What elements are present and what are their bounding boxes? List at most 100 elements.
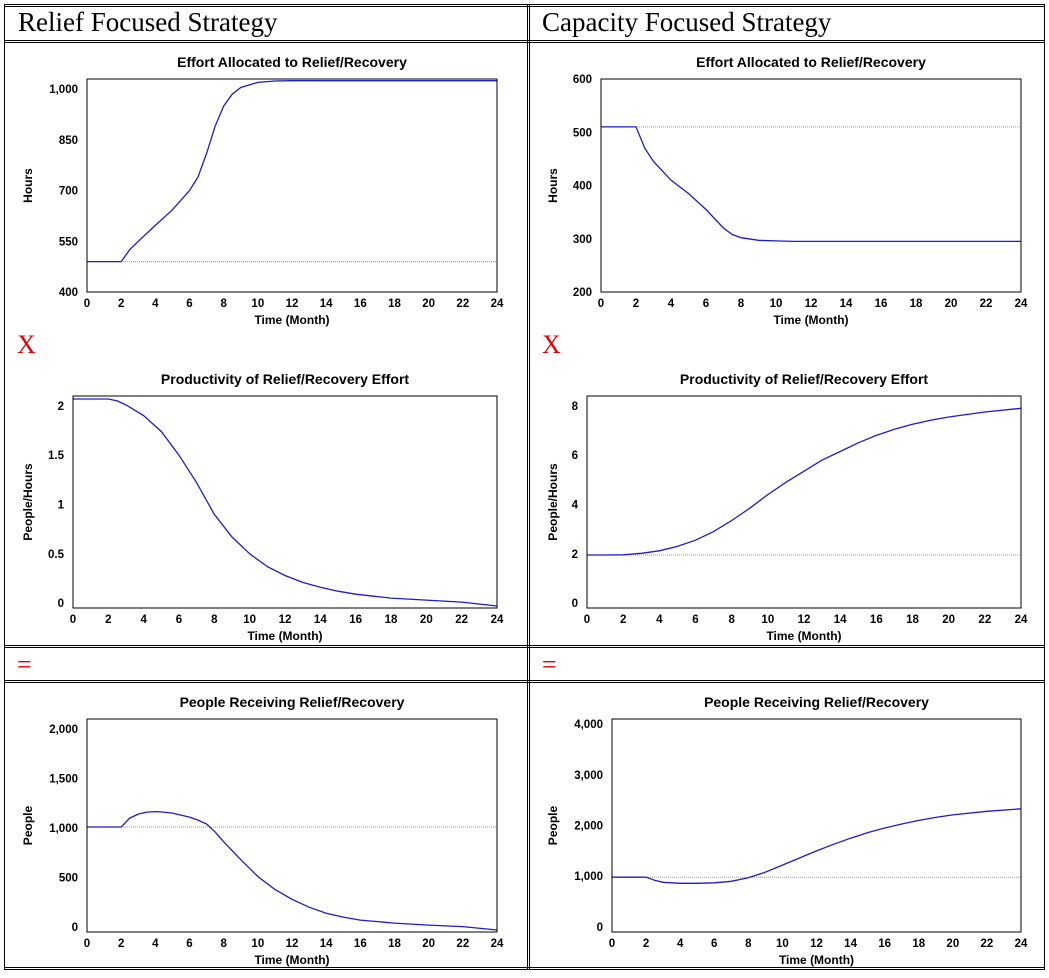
multiply-operator-left: X xyxy=(17,330,36,359)
x-tick-label: 12 xyxy=(279,614,292,626)
x-tick-label: 22 xyxy=(978,614,991,626)
x-tick-label: 16 xyxy=(878,938,891,950)
x-tick-label: 22 xyxy=(456,298,469,310)
x-tick-label: 8 xyxy=(220,938,227,950)
row-divider-3 xyxy=(4,680,1044,681)
y-tick-label: 400 xyxy=(573,181,592,193)
x-tick-label: 4 xyxy=(656,614,663,626)
x-tick-label: 2 xyxy=(620,614,626,626)
x-tick-label: 18 xyxy=(912,938,925,950)
y-tick-label: 1.5 xyxy=(48,450,65,462)
x-tick-label: 22 xyxy=(455,614,468,626)
header-divider-1 xyxy=(4,40,1044,41)
x-tick-label: 14 xyxy=(314,614,327,626)
x-tick-label: 8 xyxy=(745,938,752,950)
y-axis-label: Hours xyxy=(21,168,35,203)
x-tick-label: 24 xyxy=(1015,938,1028,950)
x-axis-label: Time (Month) xyxy=(779,953,854,967)
y-tick-label: 1,000 xyxy=(49,823,78,835)
x-tick-label: 8 xyxy=(728,614,735,626)
x-tick-label: 12 xyxy=(805,298,818,310)
x-tick-label: 20 xyxy=(422,298,435,310)
x-tick-label: 6 xyxy=(186,938,192,950)
x-tick-label: 6 xyxy=(692,614,698,626)
y-tick-label: 1,000 xyxy=(49,84,78,96)
chart-title: Productivity of Relief/Recovery Effort xyxy=(161,371,410,387)
equals-operator-left: = xyxy=(17,650,32,679)
y-tick-label: 600 xyxy=(573,74,592,86)
y-tick-label: 1,500 xyxy=(49,773,78,785)
series-line xyxy=(73,398,498,607)
plot-frame xyxy=(611,718,1022,933)
x-tick-label: 2 xyxy=(118,298,124,310)
x-axis-label: Time (Month) xyxy=(247,629,322,643)
x-tick-label: 20 xyxy=(946,938,959,950)
row-divider-1 xyxy=(4,645,1044,646)
x-tick-label: 2 xyxy=(118,938,124,950)
table-border-top-1 xyxy=(4,4,1044,5)
y-tick-label: 0 xyxy=(572,598,578,610)
x-tick-label: 16 xyxy=(875,298,888,310)
y-tick-label: 2,000 xyxy=(49,724,78,736)
x-tick-label: 2 xyxy=(633,298,639,310)
x-tick-label: 0 xyxy=(584,614,590,626)
y-tick-label: 1 xyxy=(58,499,65,511)
x-tick-label: 22 xyxy=(456,938,469,950)
y-axis-label: People xyxy=(546,806,560,846)
x-tick-label: 18 xyxy=(388,938,401,950)
x-tick-label: 16 xyxy=(354,938,367,950)
x-tick-label: 10 xyxy=(776,938,789,950)
series-line xyxy=(587,407,1022,556)
x-tick-label: 12 xyxy=(810,938,823,950)
y-tick-label: 2,000 xyxy=(574,821,603,833)
plot-frame xyxy=(72,395,498,609)
y-axis-label: People xyxy=(21,806,35,846)
x-tick-label: 16 xyxy=(349,614,362,626)
series-line xyxy=(601,126,1021,243)
x-tick-label: 18 xyxy=(385,614,398,626)
chart-title: Productivity of Relief/Recovery Effort xyxy=(680,371,929,387)
x-tick-label: 4 xyxy=(152,938,159,950)
header-divider-2 xyxy=(4,42,1044,43)
x-tick-label: 22 xyxy=(981,938,994,950)
y-tick-label: 6 xyxy=(572,450,578,462)
relief-people-chart: People Receiving Relief/Recovery 0 2 4 6 8 10 1… xyxy=(21,694,504,967)
row-divider-4 xyxy=(4,682,1044,683)
x-axis-label: Time (Month) xyxy=(254,313,329,327)
x-tick-label: 24 xyxy=(491,614,504,626)
x-tick-label: 6 xyxy=(186,298,192,310)
x-axis-label: Time (Month) xyxy=(773,313,848,327)
x-tick-label: 6 xyxy=(176,614,182,626)
x-tick-label: 14 xyxy=(320,298,333,310)
x-tick-label: 12 xyxy=(286,298,299,310)
x-tick-label: 0 xyxy=(609,938,615,950)
x-tick-label: 2 xyxy=(105,614,111,626)
table-border-bottom-2 xyxy=(4,969,1044,970)
x-tick-label: 0 xyxy=(84,298,90,310)
x-tick-label: 4 xyxy=(140,614,147,626)
table-border-right xyxy=(1044,4,1045,970)
y-tick-label: 700 xyxy=(59,186,78,198)
y-tick-label: 1,000 xyxy=(574,871,603,883)
chart-title: People Receiving Relief/Recovery xyxy=(180,694,405,710)
y-tick-label: 300 xyxy=(573,234,592,246)
y-tick-label: 550 xyxy=(59,236,78,248)
table-border-top-2 xyxy=(4,6,1044,7)
plot-frame xyxy=(600,78,1022,293)
x-tick-label: 20 xyxy=(422,938,435,950)
plot-frame xyxy=(86,718,498,933)
x-tick-label: 18 xyxy=(906,614,919,626)
y-tick-label: 0 xyxy=(72,922,78,934)
x-axis-label: Time (Month) xyxy=(254,953,329,967)
x-tick-label: 12 xyxy=(798,614,811,626)
chart-title: People Receiving Relief/Recovery xyxy=(704,694,929,710)
y-tick-label: 3,000 xyxy=(574,770,603,782)
x-tick-label: 14 xyxy=(840,298,853,310)
x-tick-label: 18 xyxy=(910,298,923,310)
table-border-bottom-1 xyxy=(4,967,1044,968)
x-tick-label: 10 xyxy=(251,938,264,950)
